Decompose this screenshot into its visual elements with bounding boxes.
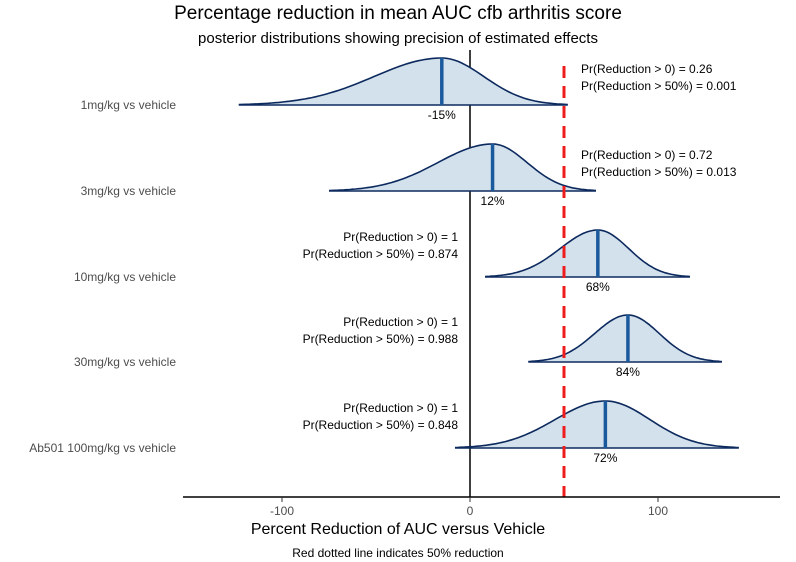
probability-annotation: Pr(Reduction > 50%) = 0.988	[303, 332, 459, 346]
y-category-label: 1mg/kg vs vehicle	[81, 98, 177, 112]
y-category-label: 10mg/kg vs vehicle	[74, 270, 176, 284]
density-area	[528, 315, 722, 362]
density-area	[238, 58, 568, 105]
density-curve	[454, 400, 739, 449]
probability-annotation: Pr(Reduction > 0) = 1	[343, 230, 458, 244]
density-curve	[484, 229, 691, 278]
probability-annotation: Pr(Reduction > 0) = 0.72	[581, 148, 713, 162]
y-category-label: 30mg/kg vs vehicle	[74, 355, 176, 369]
x-tick-label: 0	[467, 504, 474, 518]
probability-annotation: Pr(Reduction > 50%) = 0.874	[303, 247, 459, 261]
median-label: 68%	[586, 280, 610, 294]
y-category-label: Ab501 100mg/kg vs vehicle	[29, 441, 176, 455]
probability-annotation: Pr(Reduction > 50%) = 0.848	[303, 418, 459, 432]
chart-subtitle: posterior distributions showing precisio…	[198, 30, 598, 47]
density-curve	[238, 57, 568, 106]
probability-annotation: Pr(Reduction > 0) = 0.26	[581, 62, 713, 76]
median-label: 72%	[593, 451, 617, 465]
density-area	[485, 230, 690, 277]
chart-title: Percentage reduction in mean AUC cfb art…	[174, 3, 622, 24]
density-curve	[328, 143, 597, 192]
chart-caption: Red dotted line indicates 50% reduction	[292, 546, 504, 560]
x-axis-title: Percent Reduction of AUC versus Vehicle	[250, 521, 546, 538]
x-tick-label: -100	[270, 504, 294, 518]
density-area	[329, 144, 596, 191]
probability-annotation: Pr(Reduction > 50%) = 0.013	[581, 165, 737, 179]
median-label: 12%	[481, 194, 505, 208]
density-area	[455, 401, 739, 448]
y-category-label: 3mg/kg vs vehicle	[81, 184, 177, 198]
probability-annotation: Pr(Reduction > 0) = 1	[343, 401, 458, 415]
probability-annotation: Pr(Reduction > 0) = 1	[343, 315, 458, 329]
density-curve	[528, 314, 722, 363]
median-label: 84%	[616, 365, 640, 379]
probability-annotation: Pr(Reduction > 50%) = 0.001	[581, 79, 737, 93]
x-tick-label: 100	[648, 504, 668, 518]
median-label: -15%	[428, 108, 456, 122]
